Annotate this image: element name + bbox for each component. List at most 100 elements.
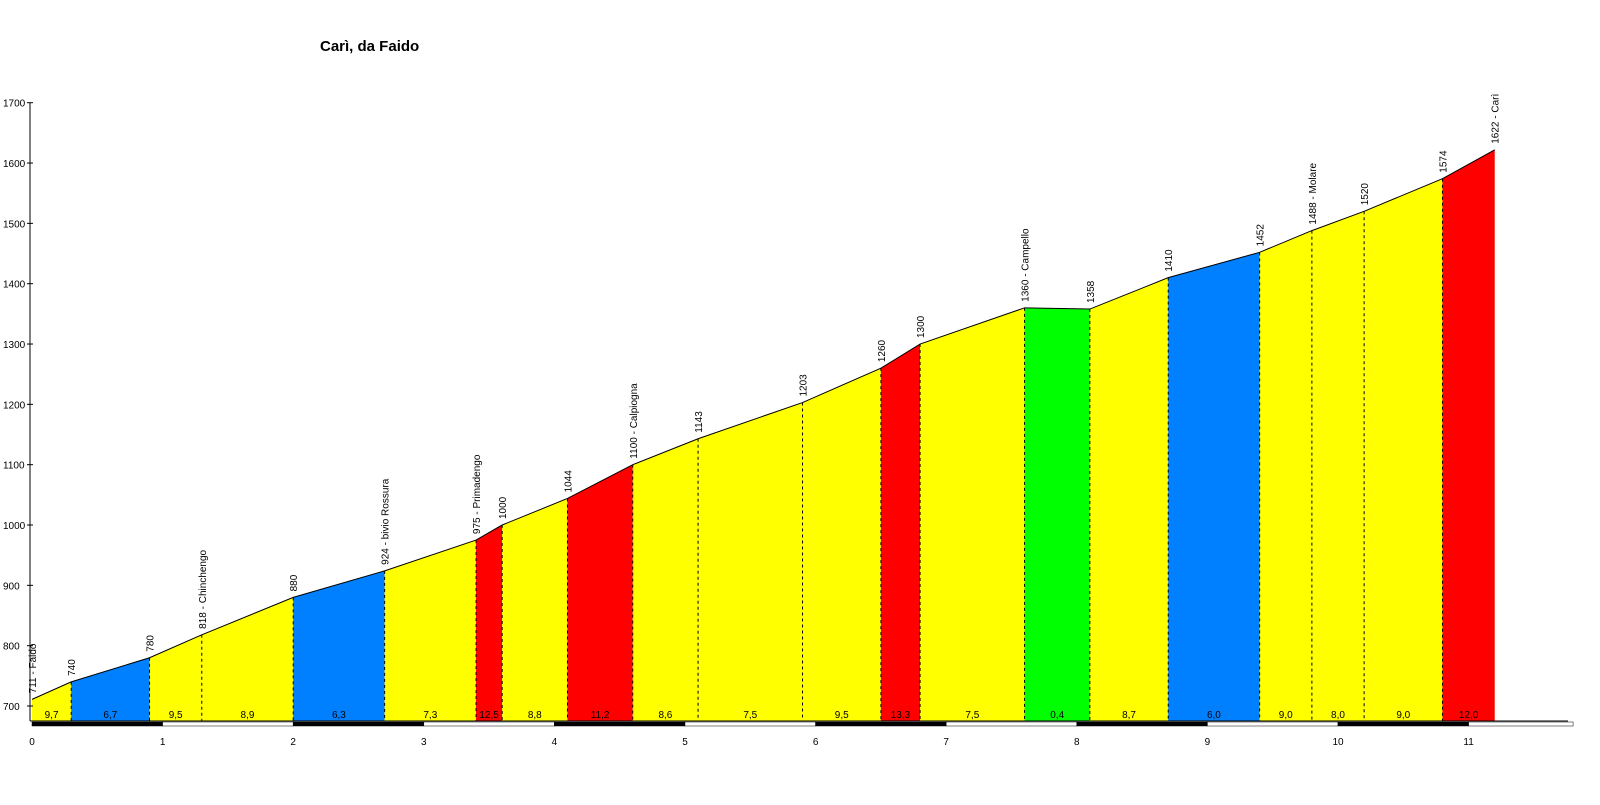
y-tick-label: 1000	[3, 521, 26, 532]
gradient-label: 0,4	[1050, 710, 1064, 721]
gradient-label: 13,3	[891, 710, 911, 721]
km-scale-bar	[1207, 721, 1339, 727]
gradient-label: 7,5	[743, 710, 757, 721]
km-scale-bar	[1468, 721, 1574, 727]
y-tick-label: 1600	[3, 159, 26, 170]
elevation-label: 1300	[916, 315, 927, 338]
gradient-label: 7,5	[965, 710, 979, 721]
segment-fill	[1024, 307, 1090, 721]
elevation-label: 818 - Chinchengo	[198, 549, 209, 628]
segment-fill	[802, 368, 881, 721]
elevation-label: 1574	[1438, 150, 1449, 173]
y-tick-label: 1500	[3, 219, 26, 230]
x-tick-label: 4	[552, 737, 558, 748]
elevation-label: 1488 - Molare	[1308, 162, 1319, 224]
segment-fill	[1168, 252, 1260, 721]
x-tick-label: 11	[1463, 737, 1474, 748]
segment-fill	[502, 498, 568, 721]
elevation-label: 780	[146, 635, 157, 652]
y-tick-label: 1200	[3, 400, 26, 411]
segment-fill	[1364, 178, 1443, 721]
gradient-label: 9,0	[1396, 710, 1410, 721]
gradient-label: 9,0	[1279, 710, 1293, 721]
km-scale-bar	[31, 721, 163, 727]
x-tick-label: 2	[290, 737, 296, 748]
elevation-label: 1520	[1360, 183, 1371, 206]
elevation-label: 1358	[1086, 280, 1097, 303]
chart-title: Carì, da Faido	[320, 38, 420, 55]
segment-fill	[201, 597, 294, 721]
gradient-label: 8,6	[658, 710, 672, 721]
elevation-label: 1360 - Campello	[1021, 228, 1032, 302]
segment-fill	[32, 681, 72, 721]
gradient-label: 6,0	[1207, 710, 1221, 721]
gradient-label: 9,5	[835, 710, 849, 721]
x-tick-label: 10	[1332, 737, 1344, 748]
gradient-label: 9,5	[169, 710, 183, 721]
km-scale-bar	[684, 721, 816, 727]
elevation-label: 1143	[694, 411, 705, 433]
gradient-label: 7,3	[423, 710, 437, 721]
segment-fill	[1089, 277, 1169, 721]
elevation-label: 1410	[1164, 249, 1175, 272]
elevation-label: 1260	[877, 339, 888, 362]
y-tick-label: 800	[3, 642, 20, 653]
gradient-label: 8,9	[241, 710, 255, 721]
segment-fill	[920, 307, 1025, 721]
elevation-label: 1452	[1256, 224, 1267, 247]
x-tick-label: 9	[1205, 737, 1211, 748]
segment-fill	[1442, 149, 1495, 722]
segment-fill	[71, 657, 150, 721]
gradient-label: 6,7	[103, 710, 117, 721]
segment-fill	[632, 438, 699, 721]
km-scale-bar	[292, 721, 425, 727]
y-tick-label: 1100	[3, 461, 25, 472]
km-scale-bar	[1076, 721, 1208, 727]
segment-fill	[293, 570, 385, 721]
gradient-label: 12,5	[479, 710, 499, 721]
elevation-label: 1044	[563, 470, 574, 493]
segment-fill	[384, 540, 477, 721]
x-tick-label: 5	[682, 737, 688, 748]
x-tick-label: 1	[160, 737, 166, 748]
km-scale-bar	[423, 721, 555, 727]
km-scale-bar	[162, 721, 294, 727]
km-scale-bar	[945, 721, 1078, 727]
gradient-label: 8,8	[528, 710, 542, 721]
segment-fill	[149, 634, 202, 721]
elevation-label: 1100 - Calpiogna	[629, 383, 640, 459]
km-scale-bar	[815, 721, 947, 727]
gradient-label: 11,2	[591, 710, 610, 721]
x-tick-label: 6	[813, 737, 819, 748]
elevation-label: 924 - bivio Rossura	[381, 478, 392, 565]
y-tick-label: 700	[3, 702, 20, 713]
elevation-label: 880	[289, 574, 300, 591]
y-tick-label: 1400	[3, 280, 26, 291]
elevation-label: 711 - Faido	[28, 643, 39, 693]
km-scale-bar	[1337, 721, 1469, 727]
elevation-label: 975 - Primadengo	[472, 454, 483, 534]
elevation-label: 1000	[498, 496, 509, 519]
gradient-label: 8,7	[1122, 710, 1136, 721]
segment-fill	[567, 464, 633, 721]
segment-fill	[1259, 230, 1312, 721]
x-tick-label: 7	[943, 737, 949, 748]
segment-fill	[1311, 211, 1365, 721]
segment-fill	[698, 402, 803, 721]
segment-fill	[880, 344, 921, 721]
x-tick-label: 0	[29, 737, 35, 748]
km-scale-bar	[554, 721, 686, 727]
elevation-label: 1203	[799, 374, 810, 397]
gradient-label: 9,7	[45, 710, 59, 721]
y-tick-label: 900	[3, 581, 20, 592]
y-tick-label: 1700	[3, 99, 26, 110]
elevation-label: 1622 - Carì	[1491, 94, 1502, 144]
y-tick-label: 1300	[3, 340, 26, 351]
elevation-label: 740	[67, 659, 78, 676]
x-tick-label: 8	[1074, 737, 1080, 748]
gradient-label: 8,0	[1331, 710, 1345, 721]
gradient-label: 12,0	[1459, 710, 1479, 721]
segment-fill	[476, 525, 503, 721]
x-tick-label: 3	[421, 737, 427, 748]
